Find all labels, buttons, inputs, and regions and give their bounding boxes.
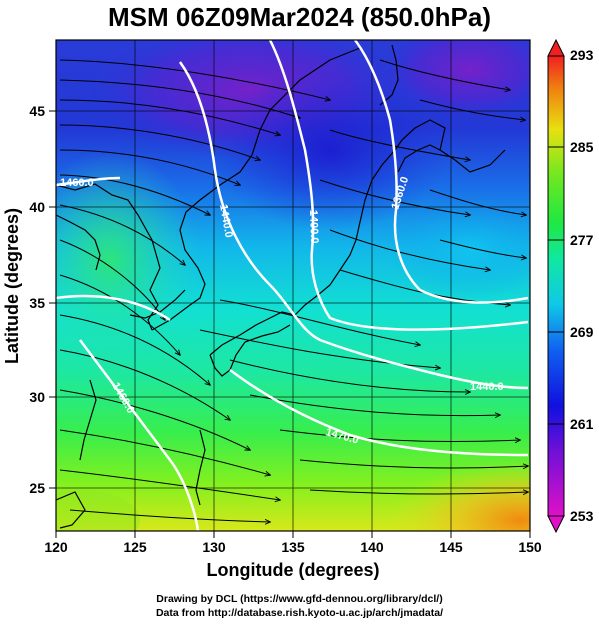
credit-data: Data from http://database.rish.kyoto-u.a… (155, 607, 444, 619)
colorbar-label: 277 (570, 232, 594, 248)
x-tick-label: 125 (123, 539, 147, 555)
y-tick-label: 35 (29, 295, 45, 311)
colorbar-label: 285 (570, 139, 594, 155)
x-tick-label: 135 (281, 539, 305, 555)
contour-label: 1440.0 (217, 203, 235, 238)
x-tick-label: 150 (518, 539, 542, 555)
coastlines (56, 44, 506, 529)
credit-drawing: Drawing by DCL (https://www.gfd-dennou.o… (156, 593, 443, 605)
x-tick-label: 120 (44, 539, 68, 555)
y-tick-label: 25 (29, 480, 45, 496)
colorbar (547, 38, 565, 534)
x-tick-label: 140 (360, 539, 384, 555)
y-axis (49, 110, 56, 489)
contour-label: 1400.0 (307, 210, 320, 244)
contour-label: 1440.0 (470, 381, 504, 393)
colorbar-label: 269 (570, 324, 594, 340)
colorbar-label: 293 (570, 47, 594, 63)
contour-label: 1460.0 (60, 177, 94, 189)
y-tick-label: 45 (29, 103, 45, 119)
wind-streamlines (59, 59, 528, 522)
x-axis (55, 531, 531, 538)
colorbar-label: 253 (570, 508, 594, 524)
y-axis-label: Latitude (degrees) (2, 208, 22, 364)
map-title: MSM 06Z09Mar2024 (850.0hPa) (108, 2, 491, 32)
x-tick-label: 130 (202, 539, 226, 555)
colorbar-label: 261 (570, 416, 594, 432)
x-axis-label: Longitude (degrees) (206, 560, 379, 580)
height-contours (56, 40, 529, 531)
y-tick-label: 40 (29, 199, 45, 215)
x-tick-label: 145 (439, 539, 463, 555)
y-tick-label: 30 (29, 389, 45, 405)
